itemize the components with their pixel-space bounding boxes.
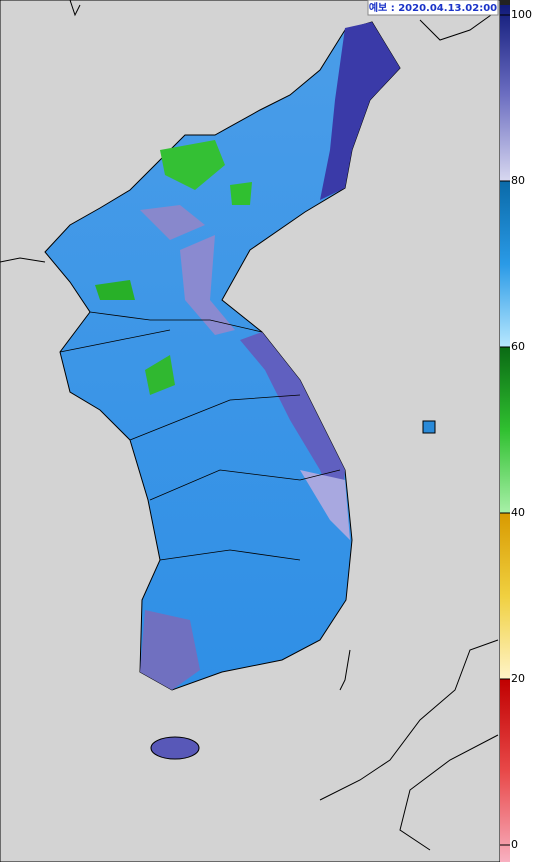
tick-label: 0 — [511, 838, 518, 851]
tick-label: 80 — [511, 174, 525, 187]
forecast-time: 예보 : 2020.04.13.02:00 — [369, 1, 497, 14]
humidity-patch — [140, 610, 200, 690]
humidity-patch — [320, 22, 400, 200]
coastline — [319, 639, 499, 851]
tick-label: 60 — [511, 340, 525, 353]
humidity-patch — [230, 182, 252, 205]
boundary — [59, 311, 341, 561]
header-box — [367, 0, 499, 16]
humidity-patch — [180, 235, 235, 335]
humidity-patch — [300, 470, 350, 540]
colorbar-segment — [500, 5, 510, 181]
colorbar-segment — [500, 679, 510, 862]
tick-label: 100 — [511, 8, 532, 21]
island — [422, 420, 436, 434]
jeju-island — [150, 736, 200, 760]
colorbar-segment — [500, 513, 510, 679]
tick-label: 40 — [511, 506, 525, 519]
humidity-patch — [160, 140, 225, 190]
humidity-patch — [140, 205, 205, 240]
humidity-patch — [145, 355, 175, 395]
colorbar-segment — [500, 347, 510, 513]
coastline — [0, 0, 499, 263]
humidity-patch — [95, 280, 135, 300]
tick-label: 20 — [511, 672, 525, 685]
colorbar-segment — [500, 181, 510, 347]
